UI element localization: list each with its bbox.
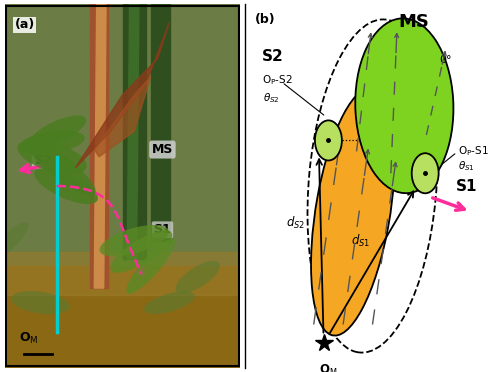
Circle shape [315,121,342,160]
Text: S1: S1 [154,223,172,236]
Text: 0°: 0° [440,55,452,65]
Ellipse shape [0,222,28,259]
Polygon shape [5,266,240,368]
Polygon shape [94,4,106,288]
Ellipse shape [27,141,96,195]
Text: O$_\mathrm{M}$: O$_\mathrm{M}$ [319,363,338,372]
Text: S1: S1 [456,179,477,193]
Polygon shape [122,4,146,259]
Ellipse shape [30,115,86,147]
Text: S2: S2 [262,49,284,64]
Text: (b): (b) [255,13,276,26]
Ellipse shape [34,168,98,204]
Polygon shape [76,22,170,168]
Text: (a): (a) [14,18,34,31]
Ellipse shape [144,291,195,314]
Ellipse shape [100,225,169,256]
Text: $\theta_{S1}$: $\theta_{S1}$ [458,159,475,173]
Text: O$_\mathrm{M}$: O$_\mathrm{M}$ [19,331,38,346]
Polygon shape [5,4,240,368]
Polygon shape [5,251,240,295]
Ellipse shape [17,140,87,174]
Ellipse shape [19,131,85,154]
Text: $\theta_{S2}$: $\theta_{S2}$ [264,92,280,105]
Polygon shape [90,4,108,288]
Text: O$_\mathrm{P}$-S2: O$_\mathrm{P}$-S2 [262,73,293,87]
Polygon shape [94,77,150,157]
Ellipse shape [311,87,395,336]
Ellipse shape [11,291,70,314]
Polygon shape [127,4,139,259]
Text: S2: S2 [34,154,52,167]
Ellipse shape [176,261,220,293]
Circle shape [412,153,438,193]
Text: MS: MS [398,13,430,31]
Text: $d_{S2}$: $d_{S2}$ [286,214,305,231]
Text: MS: MS [152,143,173,156]
Ellipse shape [110,230,172,273]
Text: O$_\mathrm{P}$-S1: O$_\mathrm{P}$-S1 [458,144,489,158]
Ellipse shape [356,18,454,193]
Text: $d_{S1}$: $d_{S1}$ [350,232,370,249]
Polygon shape [150,4,170,241]
Ellipse shape [126,238,175,294]
